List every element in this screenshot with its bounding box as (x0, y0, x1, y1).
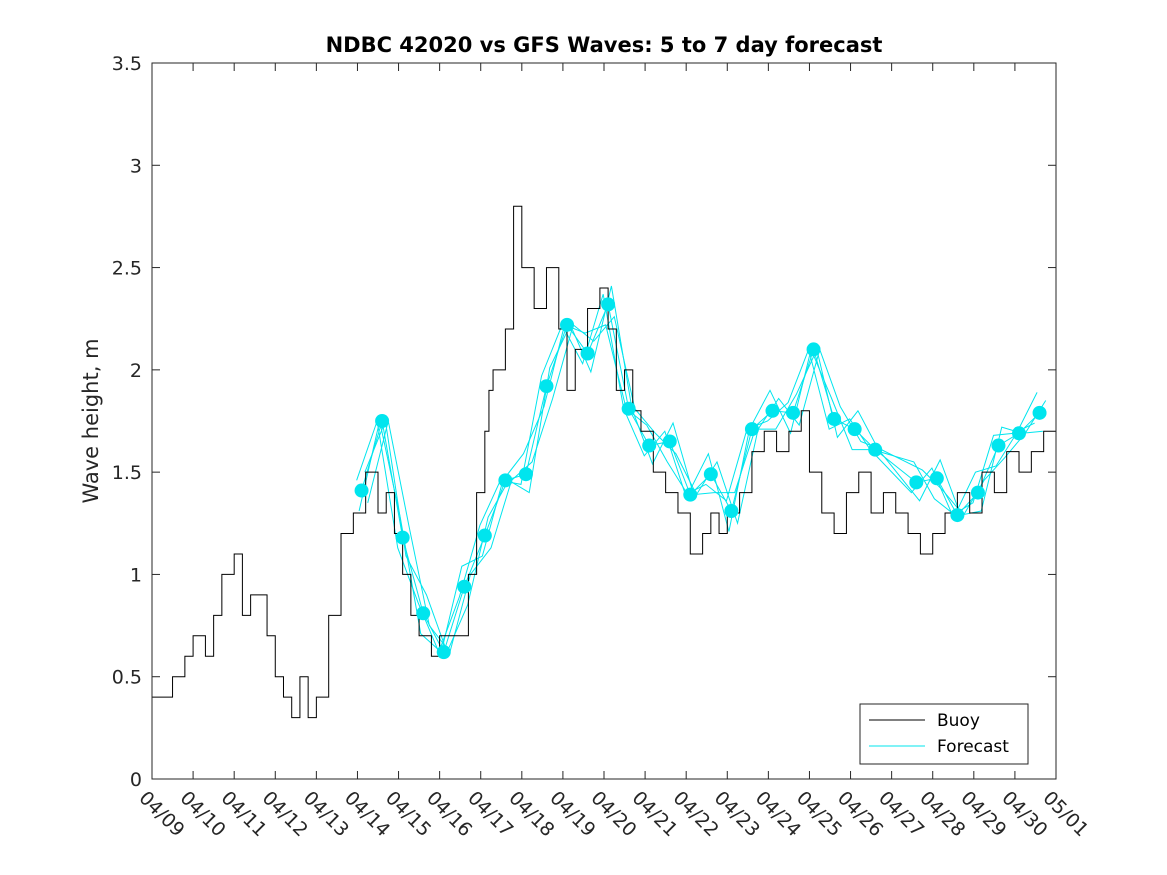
y-tick-labels: 0 0.5 1 1.5 2 2.5 3 3.5 (112, 53, 142, 791)
forecast-point (354, 483, 369, 498)
forecast-point (991, 438, 1006, 453)
forecast-point (539, 379, 554, 394)
forecast-point (621, 401, 636, 416)
plot-area (152, 63, 1056, 779)
y-tick-label: 3 (130, 155, 142, 177)
forecast-point (909, 475, 924, 490)
forecast-point (950, 508, 965, 523)
forecast-point (477, 528, 492, 543)
legend-label-buoy: Buoy (937, 711, 980, 731)
legend: Buoy Forecast (859, 703, 1029, 765)
buoy-line (152, 205, 1057, 719)
y-tick-label: 2 (130, 360, 142, 382)
forecast-point (580, 346, 595, 361)
forecast-markers (354, 297, 1047, 660)
forecast-point (724, 504, 739, 519)
chart-title: NDBC 42020 vs GFS Waves: 5 to 7 day fore… (326, 33, 883, 57)
forecast-point (662, 434, 677, 449)
y-tick-label: 3.5 (112, 53, 142, 75)
plot-frame (151, 62, 1057, 780)
legend-box (859, 703, 1029, 765)
forecast-point (601, 297, 616, 312)
y-tick-label: 0.5 (112, 667, 142, 689)
y-tick-label: 2.5 (112, 258, 142, 280)
forecast-point (765, 403, 780, 418)
forecast-point (457, 579, 472, 594)
forecast-point (560, 317, 575, 332)
axis-ticks (151, 62, 1057, 780)
forecast-point (970, 485, 985, 500)
forecast-point (642, 438, 657, 453)
forecast-point (786, 405, 801, 420)
forecast-point (929, 471, 944, 486)
forecast-point (703, 467, 718, 482)
forecast-point (375, 414, 390, 428)
y-tick-label: 1 (130, 564, 142, 586)
forecast-point (436, 645, 451, 660)
forecast-point (518, 467, 533, 482)
forecast-point (868, 442, 883, 457)
forecast-point (1032, 405, 1047, 420)
forecast-point (416, 606, 431, 621)
y-tick-label: 1.5 (112, 462, 142, 484)
forecast-point (744, 422, 759, 437)
forecast-point (683, 487, 698, 502)
buoy-series-line (152, 205, 1057, 719)
forecast-point (806, 342, 821, 357)
forecast-point (498, 473, 513, 488)
forecast-point (395, 530, 410, 545)
y-axis-label: Wave height, m (79, 338, 103, 503)
y-tick-label: 0 (130, 769, 142, 791)
forecast-point (827, 411, 842, 426)
legend-label-forecast: Forecast (937, 737, 1009, 757)
forecast-point (1012, 426, 1027, 441)
forecast-point (847, 422, 862, 437)
